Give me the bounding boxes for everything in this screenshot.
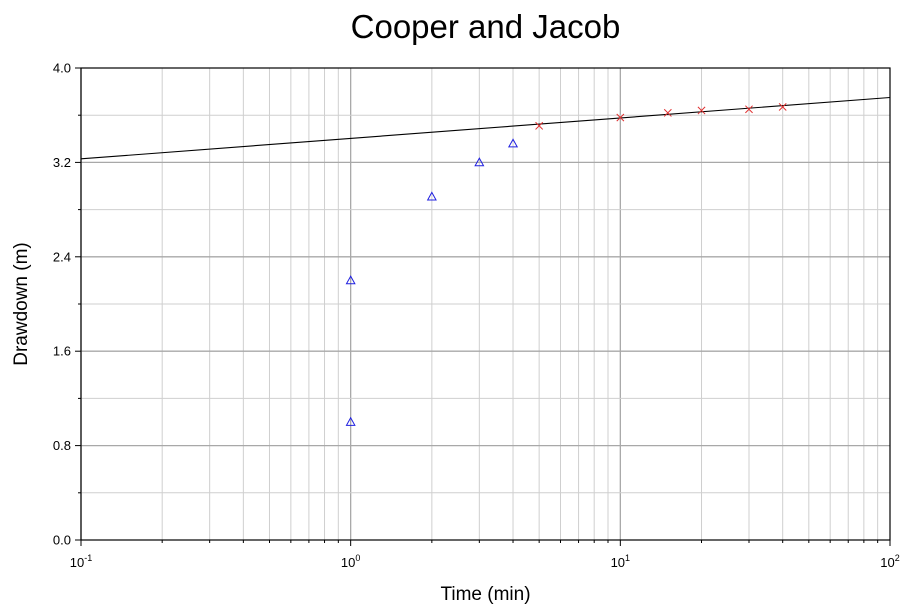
x-tick-label: 102 <box>880 553 899 570</box>
triangle-point <box>507 138 519 148</box>
x-point <box>616 113 625 122</box>
y-tick-label: 3.2 <box>53 155 71 170</box>
triangle-point <box>426 191 437 201</box>
tick-marks <box>75 67 891 546</box>
x-point <box>663 108 672 117</box>
x-point <box>745 105 753 114</box>
x-point <box>778 102 787 111</box>
y-tick-label: 0.0 <box>53 533 71 548</box>
x-tick-label: 101 <box>611 553 630 570</box>
x-point-stroke <box>616 113 625 122</box>
x-point <box>697 106 706 115</box>
data-points <box>345 102 787 426</box>
x-point-stroke <box>697 106 706 115</box>
x-tick-label: 10-1 <box>70 553 92 570</box>
x-point-stroke <box>663 108 672 117</box>
y-tick-label: 1.6 <box>53 344 71 359</box>
x-tick-labels: 10-1 100 101 102 <box>70 553 900 570</box>
triangle-point <box>345 275 356 285</box>
y-axis-label: Drawdown (m) <box>11 242 32 366</box>
fit-line <box>80 96 891 160</box>
x-tick-label: 100 <box>341 553 360 570</box>
y-tick-label: 2.4 <box>53 249 71 264</box>
x-point-stroke <box>778 102 787 111</box>
y-tick-label: 0.8 <box>53 438 71 453</box>
x-point-stroke <box>745 105 753 114</box>
grid <box>80 68 890 540</box>
y-tick-labels: 0.0 0.8 1.6 2.4 3.2 4.0 <box>53 61 71 548</box>
x-point-stroke <box>535 121 544 130</box>
x-point <box>535 121 544 130</box>
y-tick-label: 4.0 <box>53 61 71 76</box>
chart-title: Cooper and Jacob <box>351 8 621 45</box>
triangle-point <box>474 157 485 167</box>
triangle-point <box>345 416 356 426</box>
x-axis-label: Time (min) <box>440 584 530 605</box>
fit-line-group <box>80 96 891 160</box>
